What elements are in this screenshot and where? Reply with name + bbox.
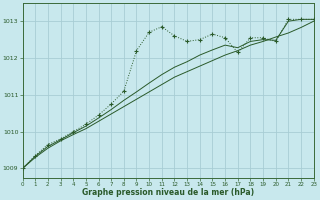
X-axis label: Graphe pression niveau de la mer (hPa): Graphe pression niveau de la mer (hPa) [82, 188, 254, 197]
